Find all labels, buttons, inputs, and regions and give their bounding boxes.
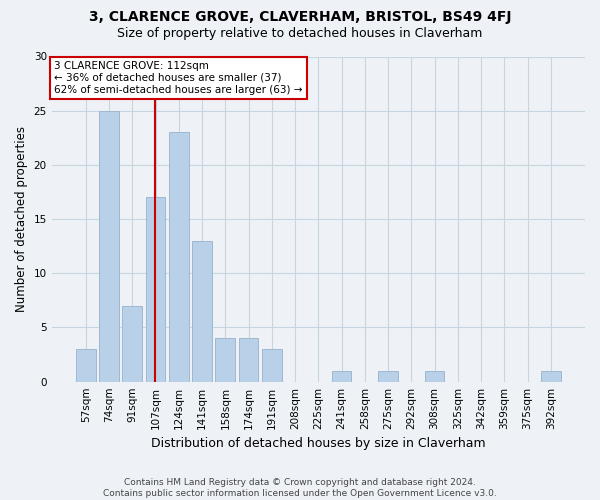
Bar <box>146 198 166 382</box>
Text: Contains HM Land Registry data © Crown copyright and database right 2024.
Contai: Contains HM Land Registry data © Crown c… <box>103 478 497 498</box>
Y-axis label: Number of detached properties: Number of detached properties <box>15 126 28 312</box>
Bar <box>122 306 142 382</box>
Bar <box>332 371 352 382</box>
Bar <box>262 349 282 382</box>
Bar <box>541 371 561 382</box>
Bar <box>192 241 212 382</box>
Text: 3 CLARENCE GROVE: 112sqm
← 36% of detached houses are smaller (37)
62% of semi-d: 3 CLARENCE GROVE: 112sqm ← 36% of detach… <box>55 62 303 94</box>
Bar <box>239 338 259 382</box>
Bar <box>99 110 119 382</box>
Bar <box>215 338 235 382</box>
Text: Size of property relative to detached houses in Claverham: Size of property relative to detached ho… <box>118 28 482 40</box>
X-axis label: Distribution of detached houses by size in Claverham: Distribution of detached houses by size … <box>151 437 485 450</box>
Bar <box>76 349 95 382</box>
Bar <box>378 371 398 382</box>
Bar <box>425 371 445 382</box>
Text: 3, CLARENCE GROVE, CLAVERHAM, BRISTOL, BS49 4FJ: 3, CLARENCE GROVE, CLAVERHAM, BRISTOL, B… <box>89 10 511 24</box>
Bar <box>169 132 188 382</box>
